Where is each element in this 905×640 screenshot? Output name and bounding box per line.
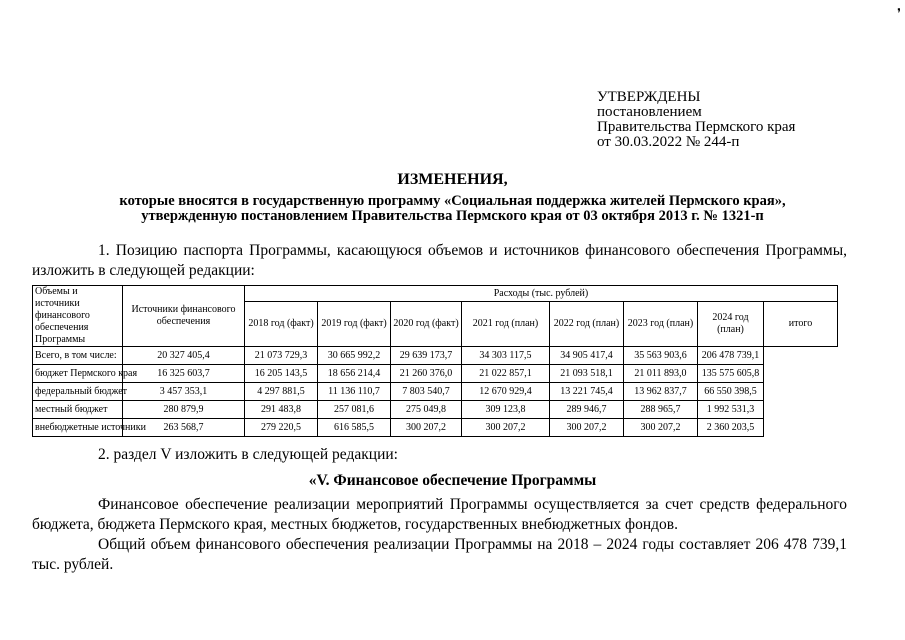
- column-header: 2021 год (план): [461, 301, 550, 347]
- source-label: Всего, в том числе:: [32, 346, 123, 365]
- column-header: 2023 год (план): [623, 301, 698, 347]
- value-cell: 12 670 929,4: [461, 382, 550, 401]
- approval-line: постановлением: [597, 104, 702, 120]
- paragraph-4: Общий объем финансового обеспечения реал…: [32, 536, 847, 573]
- section-title: «V. Финансовое обеспечение Программы: [308, 472, 597, 489]
- value-cell: 206 478 739,1: [697, 346, 764, 365]
- value-cell: 291 483,8: [244, 400, 318, 419]
- value-cell: 30 665 992,2: [317, 346, 391, 365]
- value-cell: 29 639 173,7: [390, 346, 462, 365]
- value-cell: 279 220,5: [244, 418, 318, 437]
- document-subtitle: утвержденную постановлением Правительств…: [141, 208, 764, 224]
- value-cell: 300 207,2: [549, 418, 624, 437]
- source-label: внебюджетные источники: [32, 418, 146, 437]
- value-cell: 2 360 203,5: [697, 418, 764, 437]
- paragraph-2: 2. раздел V изложить в следующей редакци…: [98, 446, 398, 463]
- paragraph-1: 1. Позицию паспорта Программы, касающуюс…: [32, 242, 847, 279]
- table-row: Всего, в том числе: 20 327 405,4 21 073 72…: [32, 346, 838, 365]
- value-cell: 1 992 531,3: [697, 400, 764, 419]
- value-cell: 18 656 214,4: [317, 364, 391, 383]
- financing-table: Объемы и источники финансового обеспечен…: [32, 284, 838, 437]
- value-cell: 16 205 143,5: [244, 364, 318, 383]
- value-cell: 34 905 417,4: [549, 346, 624, 365]
- value-cell: 35 563 903,6: [623, 346, 698, 365]
- approval-line: от 30.03.2022 № 244-п: [597, 134, 740, 150]
- source-label: местный бюджет: [32, 400, 123, 419]
- column-header: итого: [763, 301, 838, 347]
- page-mark: ❜: [897, 6, 901, 20]
- column-header: 2024 год (план): [697, 301, 764, 347]
- approval-line: Правительства Пермского края: [597, 119, 796, 135]
- value-cell: 280 879,9: [122, 400, 245, 419]
- value-cell: 275 049,8: [390, 400, 462, 419]
- value-cell: 21 073 729,3: [244, 346, 318, 365]
- row-label-cell: Объемы и источники финансового обеспечен…: [32, 285, 123, 347]
- value-cell: 263 568,7: [122, 418, 245, 437]
- value-cell: 21 011 893,0: [623, 364, 698, 383]
- value-cell: 66 550 398,5: [697, 382, 764, 401]
- document-title: ИЗМЕНЕНИЯ,: [397, 171, 508, 188]
- column-header: 2022 год (план): [549, 301, 624, 347]
- value-cell: 11 136 110,7: [317, 382, 391, 401]
- value-cell: 21 093 518,1: [549, 364, 624, 383]
- value-cell: 7 803 540,7: [390, 382, 462, 401]
- column-header: 2019 год (факт): [317, 301, 391, 347]
- value-cell: 288 965,7: [623, 400, 698, 419]
- document-subtitle: которые вносятся в государственную прогр…: [119, 193, 786, 209]
- value-cell: 257 081,6: [317, 400, 391, 419]
- table-row: местный бюджет 280 879,9 291 483,8 257 081,…: [32, 400, 838, 419]
- table-row: внебюджетные источники 263 568,7 279 220,5…: [32, 418, 838, 437]
- value-cell: 20 327 405,4: [122, 346, 245, 365]
- paragraph-3: Финансовое обеспечение реализации меропр…: [32, 496, 847, 533]
- sources-header: Источники финансового обеспечения: [122, 285, 245, 347]
- value-cell: 4 297 881,5: [244, 382, 318, 401]
- value-cell: 3 457 353,1: [122, 382, 245, 401]
- approval-block: УТВЕРЖДЕНЫ постановлением Правительства …: [597, 90, 847, 150]
- column-header: 2020 год (факт): [390, 301, 462, 347]
- value-cell: 21 022 857,1: [461, 364, 550, 383]
- value-cell: 13 221 745,4: [549, 382, 624, 401]
- table-row: бюджет Пермского края 16 325 603,7 16 205 …: [32, 364, 838, 383]
- value-cell: 21 260 376,0: [390, 364, 462, 383]
- value-cell: 309 123,8: [461, 400, 550, 419]
- value-cell: 135 575 605,8: [697, 364, 764, 383]
- column-header: 2018 год (факт): [244, 301, 318, 347]
- value-cell: 300 207,2: [390, 418, 462, 437]
- source-label: бюджет Пермского края: [32, 364, 137, 383]
- value-cell: 616 585,5: [317, 418, 391, 437]
- value-cell: 300 207,2: [623, 418, 698, 437]
- approval-line: УТВЕРЖДЕНЫ: [597, 89, 701, 105]
- source-label: федеральный бюджет: [32, 382, 127, 401]
- table-row: федеральный бюджет 3 457 353,1 4 297 881,5…: [32, 382, 838, 401]
- value-cell: 13 962 837,7: [623, 382, 698, 401]
- value-cell: 289 946,7: [549, 400, 624, 419]
- value-cell: 34 303 117,5: [461, 346, 550, 365]
- value-cell: 300 207,2: [461, 418, 550, 437]
- expenses-header: Расходы (тыс. рублей): [244, 284, 838, 303]
- value-cell: 16 325 603,7: [122, 364, 245, 383]
